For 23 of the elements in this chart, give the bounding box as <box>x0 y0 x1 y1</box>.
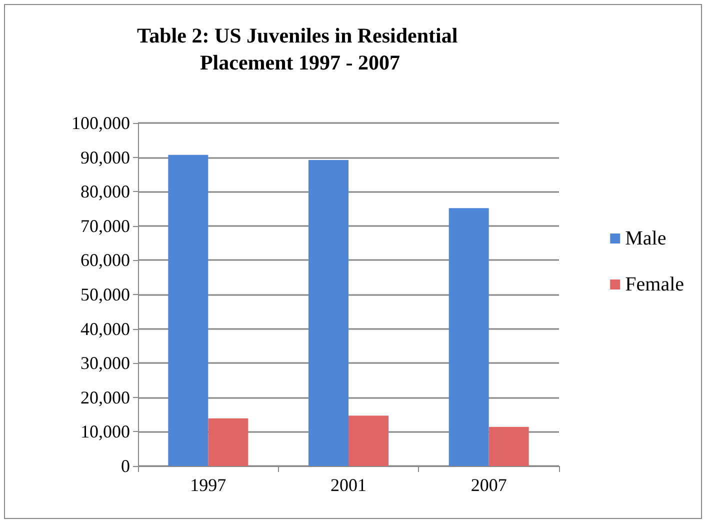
y-tick-label: 40,000 <box>80 318 130 339</box>
y-tick-label: 70,000 <box>80 216 130 236</box>
bar <box>348 416 388 466</box>
y-tick-label: 30,000 <box>80 353 130 374</box>
bar <box>448 208 489 466</box>
x-tick-label: 2001 <box>330 475 366 495</box>
y-tick-label: 90,000 <box>80 147 130 168</box>
bar <box>208 418 248 466</box>
x-tick-label: 1997 <box>190 475 226 495</box>
x-tick-label: 2007 <box>470 475 507 495</box>
y-tick-label: 20,000 <box>80 387 130 408</box>
y-tick-label: 50,000 <box>80 284 130 304</box>
y-tick-label: 0 <box>121 456 130 476</box>
legend-label: Female <box>625 274 684 296</box>
bar <box>168 154 208 466</box>
bar <box>488 426 529 466</box>
y-tick-label: 100,000 <box>72 113 130 133</box>
y-tick-label: 10,000 <box>80 422 130 442</box>
bar <box>308 160 348 466</box>
legend-label: Male <box>625 228 666 250</box>
y-tick-label: 60,000 <box>80 250 130 270</box>
y-tick-label: 80,000 <box>80 182 130 202</box>
chart-title: Table 2: US Juveniles in Residential Placement 1997 - 2007 <box>137 24 463 74</box>
